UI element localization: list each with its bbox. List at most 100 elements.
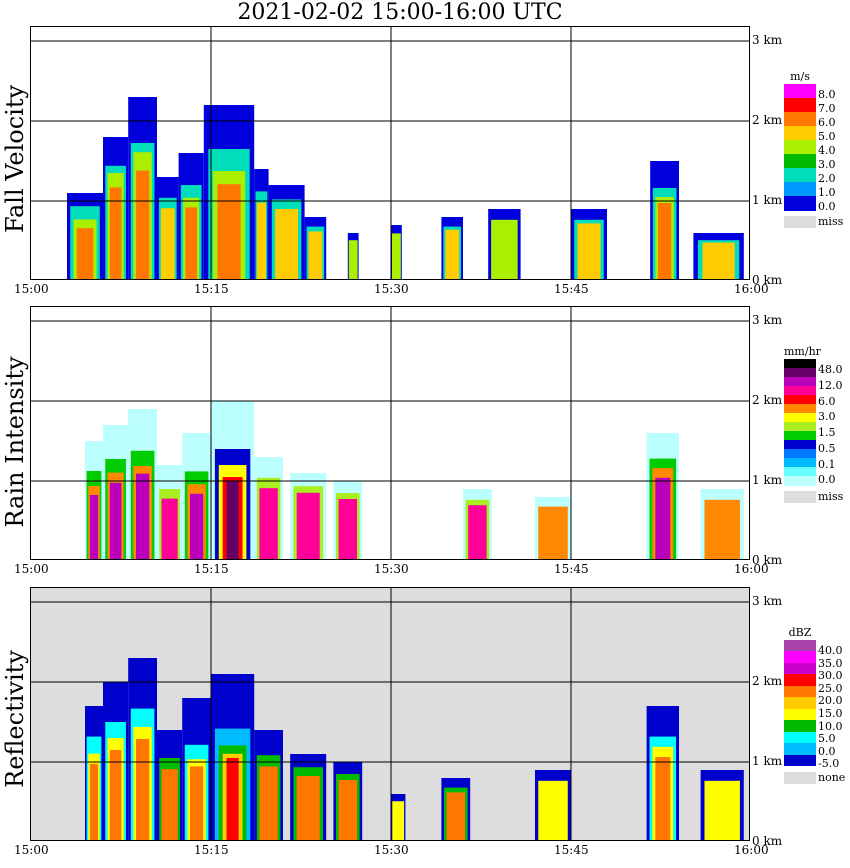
reflectivity-plot	[30, 587, 750, 841]
legend-swatch	[784, 431, 816, 441]
legend-swatch	[784, 112, 816, 127]
legend-label: 35.0	[818, 656, 843, 670]
legend-missing-swatch	[784, 772, 816, 784]
legend-swatch	[784, 720, 816, 733]
legend-swatch	[784, 404, 816, 414]
legend-swatch	[784, 84, 816, 99]
heatmap-svg	[31, 588, 749, 840]
chart-title: 2021-02-02 15:00-16:00 UTC	[237, 0, 563, 25]
heatmap-cell-12-3	[655, 757, 671, 840]
rain-intensity-legend: mm/hr 48.0 12.0 6.0 3.0 1.5 0.5 0.1 0.0 miss	[784, 345, 843, 507]
legend-label: 15.0	[818, 707, 843, 720]
heatmap-cell-5-4	[226, 481, 239, 559]
heatmap-cell-8-2	[338, 499, 358, 559]
x-tick-label: 15:15	[194, 282, 229, 296]
legend-label: 0.0	[818, 744, 836, 758]
heatmap-cell-8-2	[338, 780, 358, 840]
y-tick-label: 1 km	[752, 473, 783, 487]
legend-swatch	[784, 640, 816, 652]
legend-label: 10.0	[818, 719, 843, 733]
y-tick-label: 3 km	[752, 594, 783, 608]
heatmap-cell-1-3	[109, 482, 122, 559]
heatmap-cell-3-2	[160, 208, 175, 279]
legend-swatch	[784, 359, 816, 369]
legend-unit: mm/hr	[784, 345, 821, 358]
fall-velocity-plot	[30, 26, 750, 280]
heatmap-cell-3-2	[161, 498, 178, 559]
legend-swatch	[784, 440, 816, 450]
legend-label: 3.0	[818, 158, 836, 171]
heatmap-cell-2-3	[135, 738, 150, 840]
x-tick-label: 15:45	[554, 282, 589, 296]
heatmap-cell-9-2	[468, 505, 487, 559]
heatmap-cell-14-3	[657, 203, 672, 279]
y-tick-label: 2 km	[752, 113, 783, 127]
x-tick-label: 15:30	[374, 282, 409, 296]
y-tick-label: 2 km	[752, 674, 783, 688]
legend-swatch	[784, 674, 816, 687]
heatmap-cell-1-3	[109, 750, 122, 840]
heatmap-cell-10-2	[446, 792, 466, 840]
legend-label: 25.0	[818, 681, 843, 695]
heatmap-cell-5-3	[217, 184, 241, 279]
panel-title-rain-intensity: Rain Intensity	[1, 356, 29, 528]
heatmap-cell-6-2	[259, 488, 278, 559]
legend-swatch	[784, 386, 816, 396]
legend-label: 2.0	[818, 172, 836, 185]
heatmap-cell-12-1	[704, 499, 740, 559]
legend-swatch	[784, 196, 816, 211]
y-tick-label: 3 km	[752, 33, 783, 47]
legend-swatch	[784, 685, 816, 698]
heatmap-cell-11-2	[445, 229, 460, 279]
legend-swatch	[784, 368, 816, 378]
legend-label: 6.0	[818, 394, 836, 408]
legend-label: 0.0	[818, 473, 836, 487]
heatmap-cell-1-3	[109, 187, 122, 279]
heatmap-cell-0-3	[89, 763, 99, 840]
heatmap-cell-4-3	[189, 493, 204, 559]
legend-swatch	[784, 743, 816, 756]
legend-swatch	[784, 697, 816, 710]
legend-missing-swatch	[784, 491, 816, 503]
y-tick-label: 0 km	[752, 273, 783, 287]
legend-color-bar: 48.0 12.0 6.0 3.0 1.5 0.5 0.1 0.0	[784, 359, 843, 486]
legend-label: 5.0	[818, 130, 836, 143]
legend-label: 0.5	[818, 441, 836, 455]
heatmap-cell-0-3	[76, 228, 94, 279]
x-tick-label: 15:15	[194, 562, 229, 576]
heatmap-cell-7-2	[296, 776, 320, 840]
heatmap-cell-6-2	[256, 202, 267, 279]
heatmap-cell-13-2	[577, 223, 601, 279]
heatmap-cell-8-2	[308, 231, 323, 279]
heatmap-cell-4-3	[185, 207, 197, 279]
heatmap-cell-15-2	[702, 242, 735, 279]
legend-swatch	[784, 708, 816, 721]
legend-label: -5.0	[818, 757, 840, 771]
legend-label: 48.0	[818, 363, 843, 376]
legend-swatch	[784, 662, 816, 675]
y-tick-label: 0 km	[752, 834, 783, 848]
legend-unit: dBZ	[788, 626, 812, 639]
legend-label: 12.0	[818, 378, 843, 392]
x-tick-label: 16:00	[734, 282, 769, 296]
legend-label: 1.5	[818, 426, 836, 439]
legend-label: 0.0	[818, 200, 836, 213]
legend-missing-label: miss	[818, 490, 844, 503]
y-tick-label: 3 km	[752, 313, 783, 327]
x-tick-label: 15:00	[14, 843, 49, 857]
heatmap-cell-6-2	[259, 766, 278, 840]
legend-swatch	[784, 140, 816, 155]
legend-swatch	[784, 168, 816, 183]
heatmap-cell-4-3	[189, 766, 204, 840]
legend-swatch	[784, 154, 816, 169]
heatmap-cell-9-1	[348, 240, 358, 279]
x-tick-label: 16:00	[734, 562, 769, 576]
legend-swatch	[784, 449, 816, 459]
legend-label: 4.0	[818, 144, 836, 157]
legend-swatch	[784, 422, 816, 432]
legend-label: 30.0	[818, 669, 843, 683]
legend-swatch	[784, 458, 816, 468]
legend-label: 1.0	[818, 186, 836, 199]
legend-missing-swatch	[784, 216, 816, 228]
heatmap-cell-10-1	[391, 233, 401, 279]
